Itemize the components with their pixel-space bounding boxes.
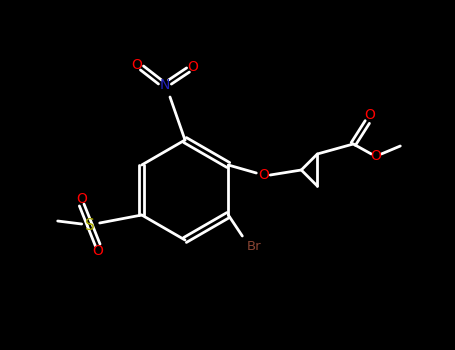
Text: O: O [258,168,269,182]
Text: S: S [85,217,95,232]
Text: O: O [76,192,87,206]
Text: Br: Br [247,240,262,253]
Text: O: O [364,108,375,122]
Text: N: N [160,78,170,92]
Text: O: O [187,60,198,74]
Text: O: O [131,58,142,72]
Text: O: O [370,149,381,163]
Text: O: O [92,244,103,258]
